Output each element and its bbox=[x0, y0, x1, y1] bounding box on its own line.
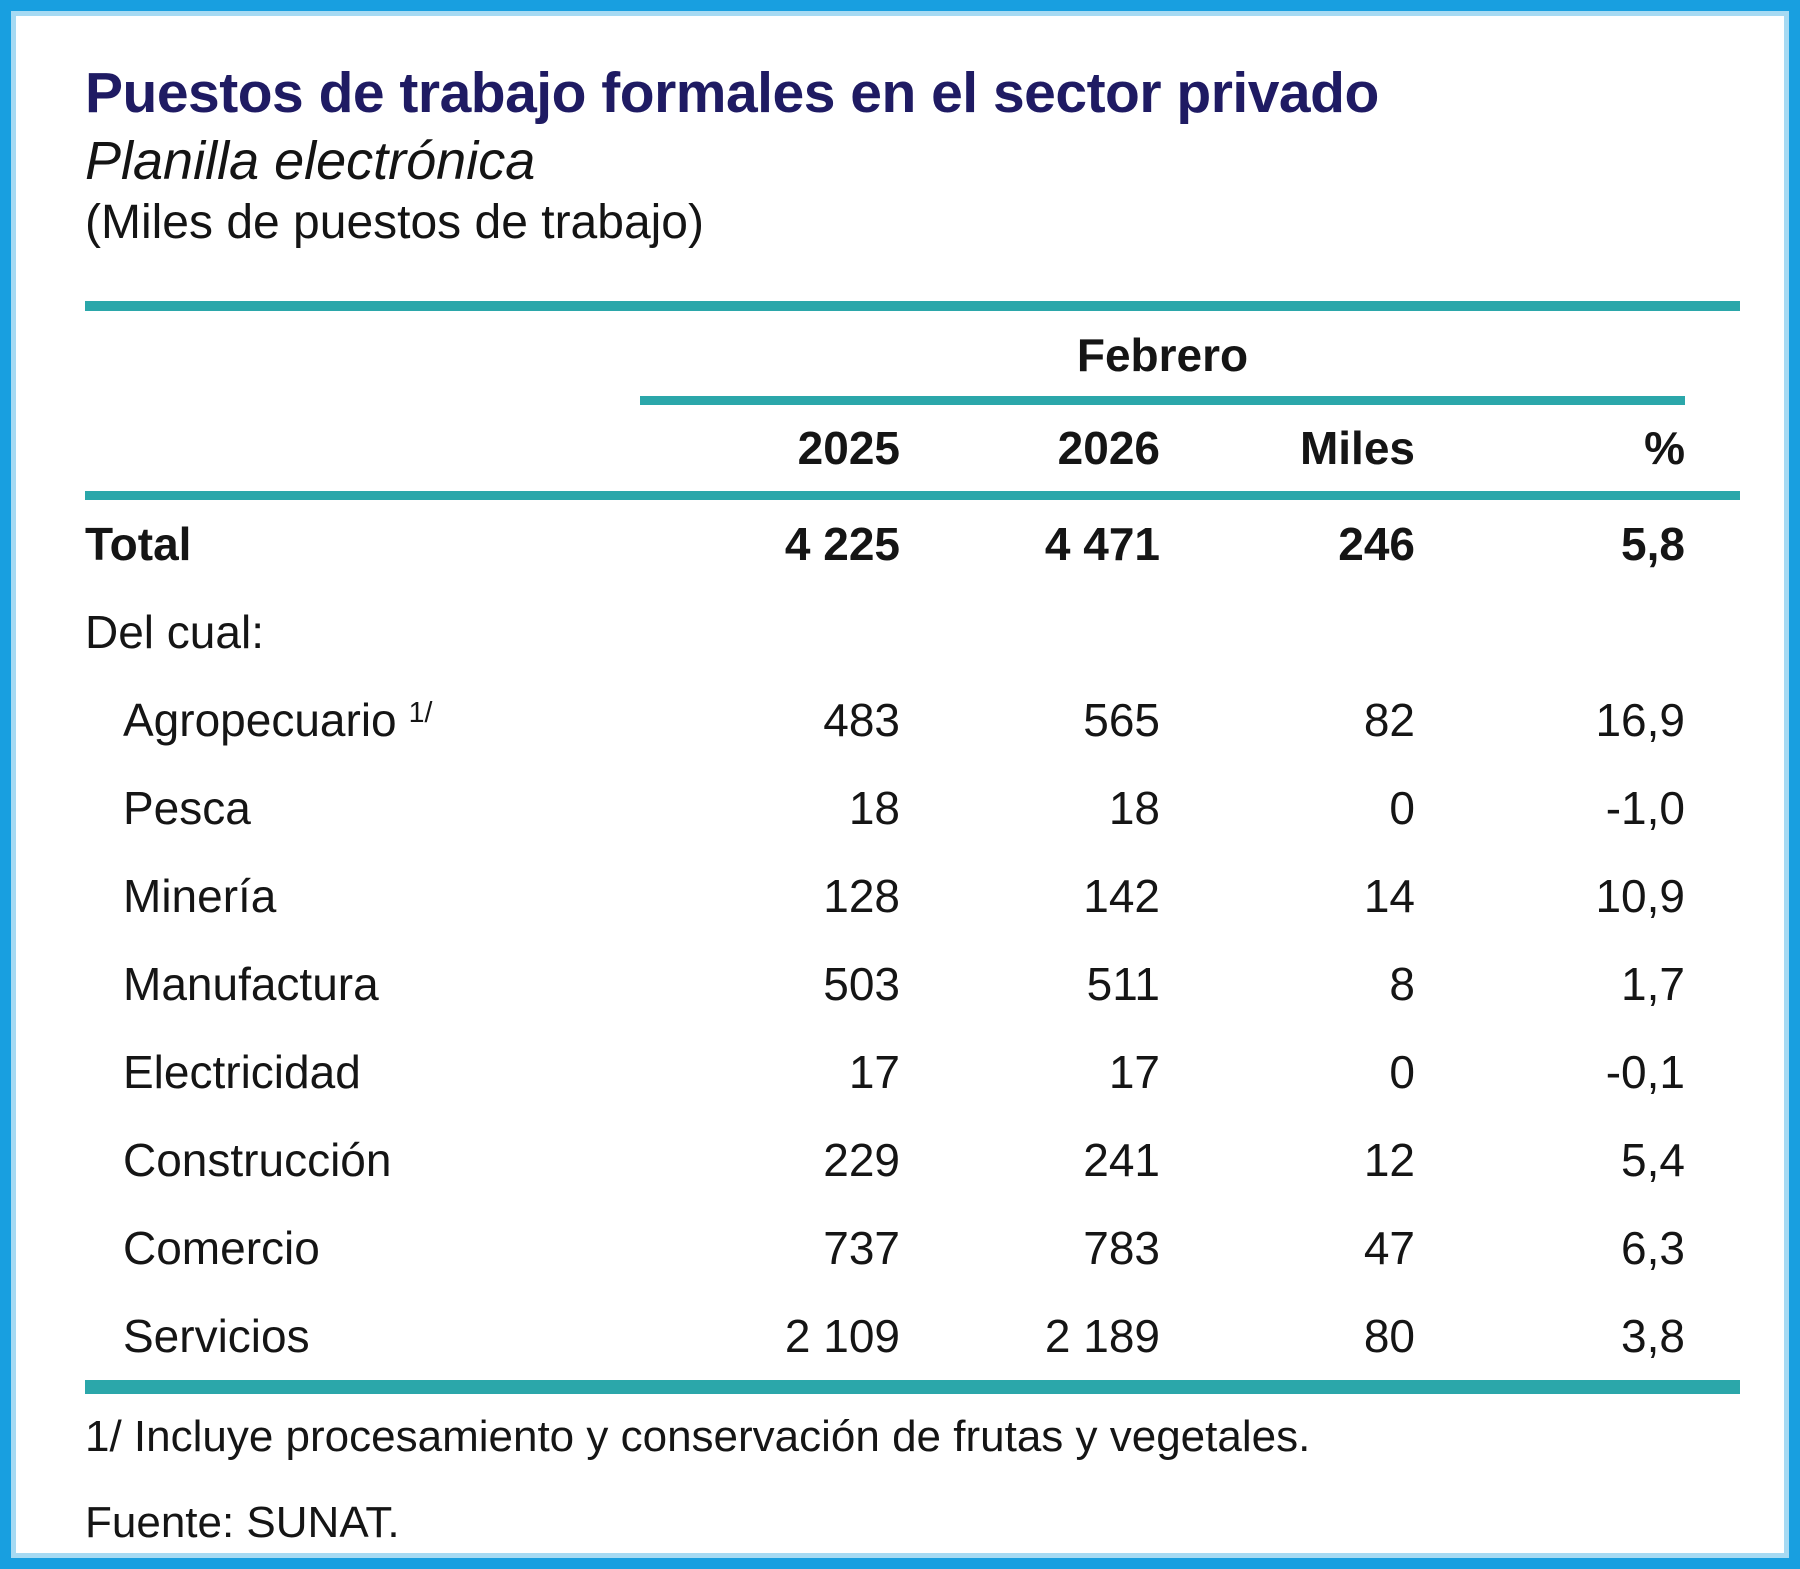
cell-2026: 565 bbox=[1083, 694, 1160, 746]
cell-percent: 3,8 bbox=[1621, 1310, 1685, 1362]
cell-2026: 4 471 bbox=[1044, 518, 1160, 570]
cell-percent: -0,1 bbox=[1605, 1046, 1685, 1098]
cell-2025: 17 bbox=[848, 1046, 900, 1098]
cell-2026: 241 bbox=[1083, 1134, 1160, 1186]
cell-2026: 783 bbox=[1083, 1222, 1160, 1274]
footnote-marker: 1/ bbox=[408, 697, 433, 729]
cell-percent: 1,7 bbox=[1621, 958, 1685, 1010]
cell-2025: 128 bbox=[823, 870, 900, 922]
cell-2025: 4 225 bbox=[784, 518, 900, 570]
cell-2026: 17 bbox=[1108, 1046, 1160, 1098]
cell-2025: 18 bbox=[848, 782, 900, 834]
column-header-2025: 2025 bbox=[797, 422, 900, 474]
table-row-comercio: Comercio 737 783 47 6,3 bbox=[85, 1204, 1740, 1292]
group-header-row: Febrero bbox=[85, 311, 1740, 396]
table-row-electricidad: Electricidad 17 17 0 -0,1 bbox=[85, 1028, 1740, 1116]
row-label: Agropecuario 1/ bbox=[123, 694, 433, 746]
cell-miles: 47 bbox=[1363, 1222, 1415, 1274]
cell-2026: 142 bbox=[1083, 870, 1160, 922]
cell-miles: 14 bbox=[1363, 870, 1415, 922]
column-header-percent: % bbox=[1644, 422, 1685, 474]
cell-2025: 229 bbox=[823, 1134, 900, 1186]
column-header-row: 2025 2026 Miles % bbox=[85, 405, 1740, 491]
row-label: Pesca bbox=[123, 782, 251, 834]
header-rule bbox=[85, 491, 1740, 500]
data-table: Febrero 2025 2026 Miles % Total 4 225 4 … bbox=[85, 311, 1740, 1380]
group-header-label: Febrero bbox=[1076, 329, 1249, 381]
row-label: Servicios bbox=[123, 1310, 310, 1362]
section-label: Del cual: bbox=[85, 606, 264, 658]
cell-percent: 5,4 bbox=[1621, 1134, 1685, 1186]
cell-miles: 80 bbox=[1363, 1310, 1415, 1362]
bottom-rule bbox=[85, 1380, 1740, 1394]
cell-miles: 12 bbox=[1363, 1134, 1415, 1186]
cell-2025: 483 bbox=[823, 694, 900, 746]
table-row-pesca: Pesca 18 18 0 -1,0 bbox=[85, 764, 1740, 852]
table-row-mineria: Minería 128 142 14 10,9 bbox=[85, 852, 1740, 940]
cell-2025: 503 bbox=[823, 958, 900, 1010]
cell-percent: 5,8 bbox=[1621, 518, 1685, 570]
row-label: Manufactura bbox=[123, 958, 379, 1010]
cell-percent: 16,9 bbox=[1595, 694, 1685, 746]
source-text: Fuente: SUNAT. bbox=[85, 1498, 400, 1547]
top-rule bbox=[85, 301, 1740, 311]
table-row-construccion: Construcción 229 241 12 5,4 bbox=[85, 1116, 1740, 1204]
cell-miles: 8 bbox=[1389, 958, 1415, 1010]
table-card-inner: Puestos de trabajo formales en el sector… bbox=[11, 11, 1789, 1558]
cell-2026: 2 189 bbox=[1044, 1310, 1160, 1362]
row-label: Total bbox=[85, 518, 192, 570]
cell-2026: 18 bbox=[1108, 782, 1160, 834]
group-underline-row bbox=[85, 396, 1740, 405]
table-row-total: Total 4 225 4 471 246 5,8 bbox=[85, 500, 1740, 588]
cell-miles: 0 bbox=[1389, 1046, 1415, 1098]
row-label: Comercio bbox=[123, 1222, 320, 1274]
page-title: Puestos de trabajo formales en el sector… bbox=[85, 61, 1379, 125]
column-header-2026: 2026 bbox=[1057, 422, 1160, 474]
cell-2025: 737 bbox=[823, 1222, 900, 1274]
group-underline-rule bbox=[640, 396, 1685, 405]
row-label: Electricidad bbox=[123, 1046, 361, 1098]
cell-percent: -1,0 bbox=[1605, 782, 1685, 834]
cell-miles: 0 bbox=[1389, 782, 1415, 834]
cell-2026: 511 bbox=[1086, 958, 1160, 1010]
table-row-agropecuario: Agropecuario 1/ 483 565 82 16,9 bbox=[85, 676, 1740, 764]
page-subtitle: Planilla electrónica bbox=[85, 131, 536, 191]
section-label-row: Del cual: bbox=[85, 588, 1740, 676]
column-header-miles: Miles bbox=[1299, 422, 1415, 474]
row-label: Minería bbox=[123, 870, 277, 922]
cell-miles: 82 bbox=[1363, 694, 1415, 746]
cell-miles: 246 bbox=[1338, 518, 1415, 570]
cell-2025: 2 109 bbox=[784, 1310, 900, 1362]
cell-percent: 10,9 bbox=[1595, 870, 1685, 922]
footnote-text: 1/ Incluye procesamiento y conservación … bbox=[85, 1412, 1311, 1461]
cell-percent: 6,3 bbox=[1621, 1222, 1685, 1274]
table-row-servicios: Servicios 2 109 2 189 80 3,8 bbox=[85, 1292, 1740, 1380]
row-label: Construcción bbox=[123, 1134, 392, 1186]
table-row-manufactura: Manufactura 503 511 8 1,7 bbox=[85, 940, 1740, 1028]
unit-note: (Miles de puestos de trabajo) bbox=[85, 196, 704, 249]
